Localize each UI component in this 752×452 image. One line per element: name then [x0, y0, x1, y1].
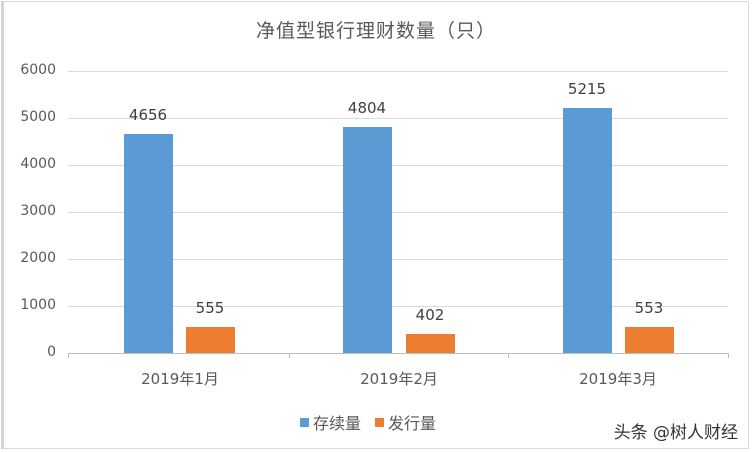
gridline-5000 — [68, 118, 728, 119]
x-tick-mark — [728, 353, 729, 358]
data-label-stock-2019-01: 4656 — [128, 106, 168, 124]
x-tick-mark — [68, 353, 69, 358]
y-tick-5000: 5000 — [20, 109, 56, 125]
legend-label-issue: 发行量 — [388, 414, 437, 433]
legend-swatch-orange-icon — [375, 417, 385, 427]
data-label-issue-2019-01: 555 — [195, 299, 225, 317]
chart-legend: 存续量 发行量 — [300, 410, 436, 434]
bar-issue-2019-01 — [186, 327, 235, 353]
y-tick-3000: 3000 — [20, 203, 56, 219]
gridline-2000 — [68, 259, 728, 260]
legend-label-stock: 存续量 — [313, 414, 362, 433]
x-tick-mark — [289, 353, 290, 358]
gridline-3000 — [68, 212, 728, 213]
legend-item-stock: 存续量 — [300, 410, 361, 434]
y-tick-2000: 2000 — [20, 250, 56, 266]
bar-issue-2019-02 — [406, 334, 455, 353]
x-label-2019-03: 2019年3月 — [579, 370, 657, 388]
bar-issue-2019-03 — [625, 327, 674, 353]
legend-swatch-blue-icon — [300, 417, 309, 427]
chart-title: 净值型银行理财数量（只） — [255, 20, 496, 42]
watermark: 头条 @树人财经 — [613, 423, 738, 443]
bar-stock-2019-01 — [124, 134, 173, 353]
y-tick-1000: 1000 — [20, 297, 56, 313]
x-axis-line — [68, 353, 728, 354]
y-tick-4000: 4000 — [20, 156, 56, 172]
y-tick-6000: 6000 — [20, 62, 56, 78]
data-label-issue-2019-02: 402 — [415, 306, 445, 324]
bar-stock-2019-03 — [563, 108, 612, 353]
data-label-stock-2019-02: 4804 — [347, 99, 387, 117]
gridline-1000 — [68, 306, 728, 307]
legend-item-issue: 发行量 — [375, 410, 436, 434]
bar-stock-2019-02 — [343, 127, 392, 353]
y-tick-0: 0 — [47, 344, 56, 360]
gridline-6000 — [68, 71, 728, 72]
data-label-stock-2019-03: 5215 — [567, 80, 607, 98]
x-tick-mark — [508, 353, 509, 358]
x-label-2019-01: 2019年1月 — [141, 370, 219, 388]
data-label-issue-2019-03: 553 — [634, 299, 664, 317]
x-label-2019-02: 2019年2月 — [360, 370, 438, 388]
gridline-4000 — [68, 165, 728, 166]
